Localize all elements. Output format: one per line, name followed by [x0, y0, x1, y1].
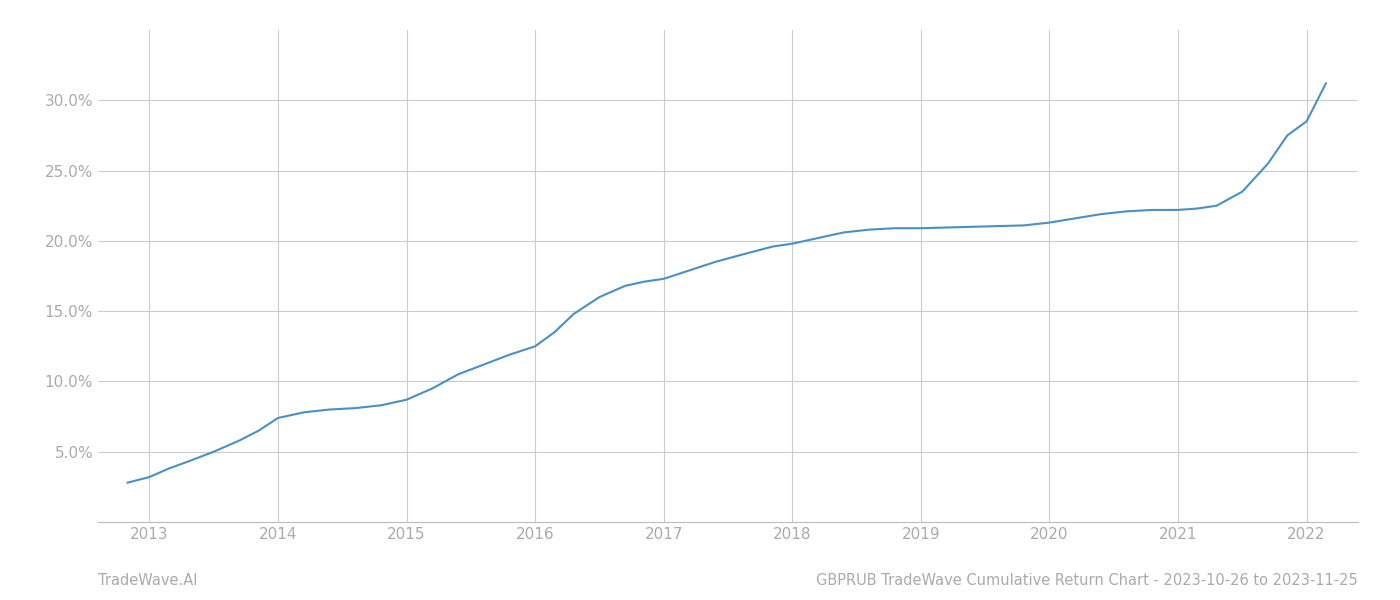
Text: GBPRUB TradeWave Cumulative Return Chart - 2023-10-26 to 2023-11-25: GBPRUB TradeWave Cumulative Return Chart…: [816, 573, 1358, 588]
Text: TradeWave.AI: TradeWave.AI: [98, 573, 197, 588]
